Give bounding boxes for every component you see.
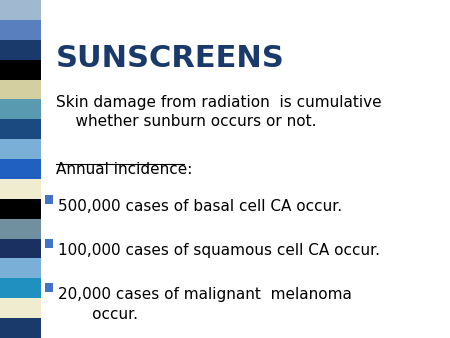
Bar bbox=[0, 279, 40, 298]
Bar bbox=[0, 159, 40, 179]
Bar bbox=[0, 20, 40, 40]
Bar bbox=[0, 318, 40, 338]
Bar bbox=[0, 199, 40, 219]
Bar bbox=[0, 99, 40, 119]
Text: 20,000 cases of malignant  melanoma
       occur.: 20,000 cases of malignant melanoma occur… bbox=[58, 287, 351, 322]
Bar bbox=[0, 239, 40, 259]
Bar bbox=[45, 239, 53, 248]
Bar bbox=[0, 119, 40, 139]
Text: SUNSCREENS: SUNSCREENS bbox=[56, 44, 284, 73]
Bar bbox=[0, 0, 40, 20]
Text: Annual incidence:: Annual incidence: bbox=[56, 162, 192, 177]
Bar bbox=[0, 219, 40, 239]
Bar bbox=[0, 40, 40, 59]
Text: Skin damage from radiation  is cumulative
    whether sunburn occurs or not.: Skin damage from radiation is cumulative… bbox=[56, 95, 381, 129]
Bar bbox=[0, 259, 40, 279]
Bar bbox=[45, 195, 53, 204]
Bar bbox=[0, 139, 40, 159]
Bar bbox=[0, 298, 40, 318]
Bar bbox=[45, 283, 53, 292]
Bar bbox=[0, 59, 40, 79]
Bar bbox=[0, 179, 40, 199]
Text: 500,000 cases of basal cell CA occur.: 500,000 cases of basal cell CA occur. bbox=[58, 199, 342, 214]
Bar bbox=[0, 79, 40, 99]
Text: 100,000 cases of squamous cell CA occur.: 100,000 cases of squamous cell CA occur. bbox=[58, 243, 380, 258]
